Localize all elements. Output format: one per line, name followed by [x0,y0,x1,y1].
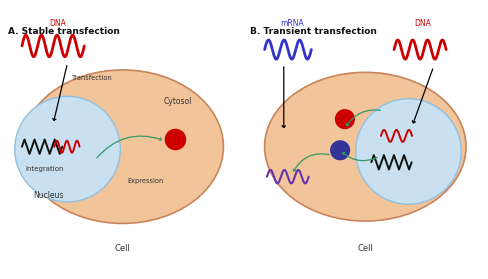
Circle shape [356,99,461,204]
Text: A. Stable transfection: A. Stable transfection [8,27,120,36]
Ellipse shape [22,70,224,223]
Text: DNA: DNA [414,19,431,28]
Text: DNA: DNA [49,19,66,28]
Text: Integration: Integration [25,167,64,172]
Circle shape [164,129,186,150]
Text: mRNA: mRNA [280,19,304,28]
Ellipse shape [264,72,466,221]
Circle shape [335,109,355,129]
Text: Expression: Expression [127,179,163,184]
Circle shape [15,96,121,202]
Text: Cytosol: Cytosol [163,97,192,106]
Text: Cell: Cell [115,244,131,253]
Text: Transfection: Transfection [72,75,113,81]
Text: B. Transient transfection: B. Transient transfection [250,27,377,36]
Text: Cell: Cell [357,244,373,253]
Text: Nucleus: Nucleus [33,191,63,200]
Circle shape [330,140,350,160]
